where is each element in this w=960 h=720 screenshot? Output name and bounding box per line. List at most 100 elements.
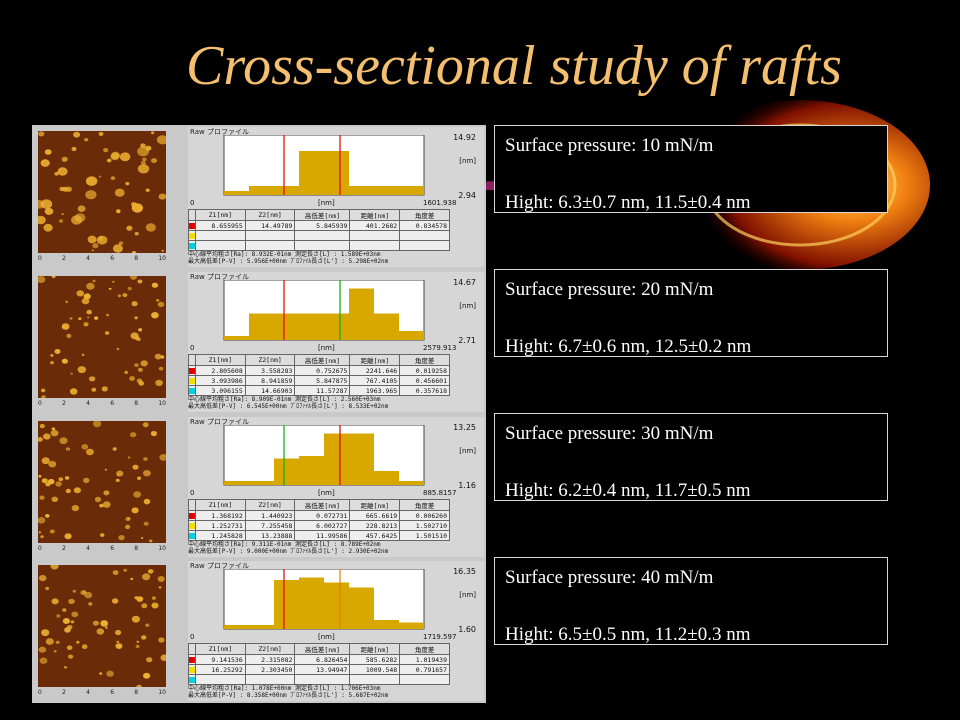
afm-tick-label: 4 bbox=[86, 255, 90, 262]
table-header-cell: 高低差[nm] bbox=[294, 354, 351, 366]
pressure-result-box: Surface pressure: 20 mN/m Hight: 6.7±0.6 … bbox=[494, 269, 888, 357]
afm-topography-image bbox=[38, 131, 166, 253]
table-header-cell: Z1[nm] bbox=[195, 354, 246, 366]
height-result-text: Hight: 6.3±0.7 nm, 11.5±0.4 nm bbox=[505, 192, 751, 213]
table-row: 3.093986 8.941859 5.847875 767.4105 0.456601 bbox=[188, 375, 450, 386]
cross-section-profile: Raw プロファイル 16.35 1.60 [nm] 0 [nm] 1719.597 Z1[n… bbox=[188, 561, 484, 701]
afm-tick-label: 10 bbox=[158, 689, 166, 696]
afm-tick-label: 10 bbox=[158, 545, 166, 552]
profile-length: 1719.597 bbox=[423, 633, 457, 641]
afm-tick-label: 0 bbox=[38, 255, 42, 262]
marker-swatch bbox=[188, 385, 196, 396]
roughness-line-2: 最大高低差[P-V] : 5.956E+00nm ﾌﾟﾛﾌｧｲﾙ長さ[L'] :… bbox=[188, 258, 389, 265]
profile-xunit: [nm] bbox=[318, 199, 335, 207]
table-cell: 457.6425 bbox=[349, 530, 401, 541]
table-cell: 401.2682 bbox=[349, 220, 401, 231]
afm-tick-label: 6 bbox=[110, 689, 115, 696]
profile-yunit: [nm] bbox=[459, 591, 476, 599]
table-row: 2.805608 3.558283 0.752675 2241.646 0.019258 bbox=[188, 365, 450, 376]
table-cell bbox=[349, 674, 401, 685]
height-result-text: Hight: 6.2±0.4 nm, 11.7±0.5 nm bbox=[505, 480, 751, 501]
profile-area bbox=[224, 577, 424, 629]
afm-tick-label: 8 bbox=[134, 689, 139, 696]
marker-swatch bbox=[188, 530, 196, 541]
table-header-cell: Z2[nm] bbox=[244, 354, 296, 366]
table-row: 9.141536 2.315082 6.826454 585.6282 1.019439 bbox=[188, 654, 450, 665]
afm-tick-label: 6 bbox=[110, 255, 115, 262]
table-cell: 6.826454 bbox=[294, 654, 351, 665]
afm-tick-label: 10 bbox=[158, 400, 166, 407]
table-cell bbox=[349, 240, 401, 251]
table-header-cell bbox=[188, 643, 196, 655]
table-cell: 6.002727 bbox=[294, 520, 351, 531]
table-cell: 1963.965 bbox=[349, 385, 401, 396]
table-row: 1.252731 7.255458 6.002727 228.8213 1.502710 bbox=[188, 520, 450, 531]
cross-section-profile: Raw プロファイル 14.92 2.94 [nm] 0 [nm] 1601.938 Z1[n… bbox=[188, 127, 484, 267]
afm-tick-label: 8 bbox=[134, 400, 139, 407]
marker-swatch bbox=[188, 230, 196, 241]
table-cell: 3.093986 bbox=[195, 375, 246, 386]
table-cell: 1.368192 bbox=[195, 510, 246, 521]
profile-zmax: 14.67 bbox=[453, 278, 476, 287]
pressure-result-box: Surface pressure: 40 mN/m Hight: 6.5±0.5 … bbox=[494, 557, 888, 645]
marker-swatch bbox=[188, 240, 196, 251]
measurement-table: Z1[nm] Z2[nm] 高低差[nm] 距離[nm] 角度差 8.655955 14.4… bbox=[188, 209, 450, 251]
afm-tick-label: 4 bbox=[86, 689, 90, 696]
table-cell: 767.4105 bbox=[349, 375, 401, 386]
table-header-cell: 角度差 bbox=[399, 499, 450, 511]
roughness-summary: 中心線平均粗さ[Ra]: 8.909E-01nm 測定長さ[L] : 2.560… bbox=[188, 396, 478, 410]
profile-plot bbox=[223, 135, 425, 196]
profile-zero: 0 bbox=[190, 199, 195, 207]
profile-area bbox=[224, 288, 424, 340]
roughness-line-2: 最大高低差[P-V] : 9.000E+00nm ﾌﾟﾛﾌｧｲﾙ長さ[L'] :… bbox=[188, 548, 389, 555]
afm-tick-label: 2 bbox=[62, 255, 66, 262]
profile-zmin: 1.16 bbox=[458, 481, 476, 490]
table-header-cell: 角度差 bbox=[399, 354, 450, 366]
table-cell bbox=[399, 674, 450, 685]
afm-tick-label: 10 bbox=[158, 255, 166, 262]
table-cell: 1.502710 bbox=[399, 520, 450, 531]
table-header-cell: 高低差[nm] bbox=[294, 209, 351, 221]
table-cell: 2.805608 bbox=[195, 365, 246, 376]
roughness-line-1: 中心線平均粗さ[Ra]: 1.078E+00nm 測定長さ[L] : 1.706… bbox=[188, 685, 381, 692]
table-cell: 1.252731 bbox=[195, 520, 246, 531]
slide-title: Cross-sectional study of rafts bbox=[186, 35, 842, 97]
pressure-result-box: Surface pressure: 30 mN/m Hight: 6.2±0.4 … bbox=[494, 413, 888, 501]
table-cell: 2.303450 bbox=[244, 664, 296, 675]
table-header-cell: 距離[nm] bbox=[349, 643, 401, 655]
surface-pressure-text: Surface pressure: 30 mN/m bbox=[505, 423, 714, 444]
table-cell bbox=[244, 674, 296, 685]
profile-yunit: [nm] bbox=[459, 302, 476, 310]
profile-plot bbox=[223, 425, 425, 486]
profile-title: Raw プロファイル bbox=[190, 418, 249, 426]
table-cell bbox=[399, 230, 450, 241]
table-cell bbox=[349, 230, 401, 241]
afm-topography-image bbox=[38, 565, 166, 687]
roughness-line-1: 中心線平均粗さ[Ra]: 9.311E-01nm 測定長さ[L] : 8.789… bbox=[188, 541, 381, 548]
table-cell bbox=[294, 240, 351, 251]
afm-tick-label: 0 bbox=[38, 400, 42, 407]
profile-zmax: 16.35 bbox=[453, 567, 476, 576]
cross-section-profile: Raw プロファイル 14.67 2.71 [nm] 0 [nm] 2579.913 Z1[n… bbox=[188, 272, 484, 412]
afm-tick-label: 0 bbox=[38, 689, 42, 696]
afm-row: 0 2 4 6 8 10 Raw プロファイル 13.25 1.16 [nm] 0 [nm] 885.8… bbox=[32, 415, 486, 559]
marker-swatch bbox=[188, 365, 196, 376]
table-cell bbox=[294, 230, 351, 241]
table-cell bbox=[195, 230, 246, 241]
table-cell: 13.94947 bbox=[294, 664, 351, 675]
afm-topography-image bbox=[38, 421, 166, 543]
table-cell: 1.019439 bbox=[399, 654, 450, 665]
marker-swatch bbox=[188, 654, 196, 665]
table-row bbox=[188, 230, 450, 241]
table-cell: 2.315082 bbox=[244, 654, 296, 665]
table-cell: 1.245828 bbox=[195, 530, 246, 541]
afm-tick-label: 4 bbox=[86, 545, 90, 552]
roughness-line-1: 中心線平均粗さ[Ra]: 8.932E-01nm 測定長さ[L] : 1.589… bbox=[188, 251, 381, 258]
table-row: 1.245828 13.23888 11.99586 457.6425 1.501510 bbox=[188, 530, 450, 541]
table-header-cell: Z2[nm] bbox=[244, 643, 296, 655]
afm-row: 0 2 4 6 8 10 Raw プロファイル 16.35 1.60 [nm] 0 [nm] 1719.… bbox=[32, 559, 486, 703]
table-cell: 8.655955 bbox=[195, 220, 246, 231]
profile-yunit: [nm] bbox=[459, 157, 476, 165]
roughness-line-2: 最大高低差[P-V] : 6.545E+00nm ﾌﾟﾛﾌｧｲﾙ長さ[L'] :… bbox=[188, 403, 389, 410]
table-cell: 5.847875 bbox=[294, 375, 351, 386]
